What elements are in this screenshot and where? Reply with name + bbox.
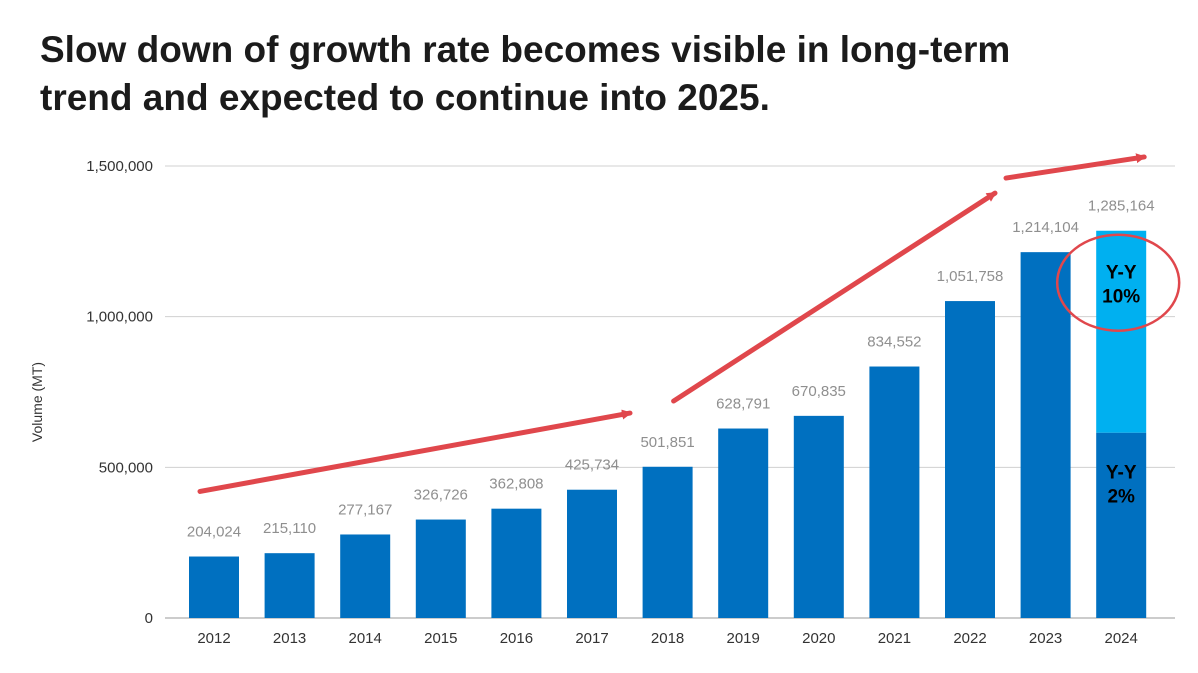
bar-2020 <box>793 415 844 618</box>
title-line-1: Slow down of growth rate becomes visible… <box>40 29 1011 70</box>
x-tick-label-2021: 2021 <box>878 630 911 647</box>
title-line-2: trend and expected to continue into 2025… <box>40 77 770 118</box>
yoy-lower-label: Y-Y <box>1106 463 1137 484</box>
highlight-circle <box>1055 233 1181 332</box>
yoy-upper-label: Y-Y <box>1106 263 1137 284</box>
bar-2021 <box>869 366 920 618</box>
data-label-2021: 834,552 <box>867 334 921 351</box>
y-axis-title: Volume (MT) <box>29 362 45 442</box>
data-label-2020: 670,835 <box>792 383 846 400</box>
data-label-2019: 628,791 <box>716 396 770 413</box>
bar-2019 <box>718 428 769 618</box>
data-label-2014: 277,167 <box>338 501 392 518</box>
x-tick-label-2022: 2022 <box>953 630 986 647</box>
y-tick-label: 0 <box>145 610 153 627</box>
x-tick-label-2019: 2019 <box>727 630 760 647</box>
y-tick-label: 1,500,000 <box>86 158 153 175</box>
x-tick-label-2012: 2012 <box>197 630 230 647</box>
bar-2022 <box>945 301 995 618</box>
data-label-2018: 501,851 <box>640 434 694 451</box>
y-tick-label: 1,000,000 <box>86 309 153 326</box>
chart-title: Slow down of growth rate becomes visible… <box>40 26 1170 122</box>
bar-2015 <box>415 519 466 618</box>
x-tick-label-2016: 2016 <box>500 630 533 647</box>
x-tick-label-2015: 2015 <box>424 630 457 647</box>
trend-arrow-1 <box>197 409 633 494</box>
trend-arrow-3 <box>1003 153 1147 181</box>
data-label-2012: 204,024 <box>187 524 241 541</box>
yoy-upper-label: 10% <box>1102 287 1140 308</box>
data-label-2017: 425,734 <box>565 457 619 474</box>
data-label-2013: 215,110 <box>263 520 316 537</box>
bar-2024-lower <box>1096 432 1147 618</box>
x-tick-label-2017: 2017 <box>575 630 608 647</box>
bar-2018 <box>642 466 693 618</box>
data-label-2022: 1,051,758 <box>937 268 1004 285</box>
x-tick-label-2018: 2018 <box>651 630 684 647</box>
yoy-lower-label: 2% <box>1107 487 1135 508</box>
bar-2013 <box>264 553 315 618</box>
data-label-2023: 1,214,104 <box>1012 219 1079 236</box>
data-label-2015: 326,726 <box>414 487 468 504</box>
y-tick-label: 500,000 <box>99 459 153 476</box>
x-tick-label-2023: 2023 <box>1029 630 1062 647</box>
trend-arrow-2 <box>671 190 998 404</box>
data-label-2024: 1,285,164 <box>1088 198 1155 215</box>
bar-2023 <box>1020 252 1071 618</box>
x-tick-label-2020: 2020 <box>802 630 835 647</box>
bar-2016 <box>491 508 542 618</box>
data-label-2016: 362,808 <box>489 476 543 493</box>
bar-2014 <box>340 534 391 618</box>
bar-2012 <box>189 556 239 618</box>
x-tick-label-2014: 2014 <box>349 630 382 647</box>
bar-2017 <box>567 489 617 618</box>
x-tick-label-2024: 2024 <box>1105 630 1138 647</box>
x-tick-label-2013: 2013 <box>273 630 306 647</box>
